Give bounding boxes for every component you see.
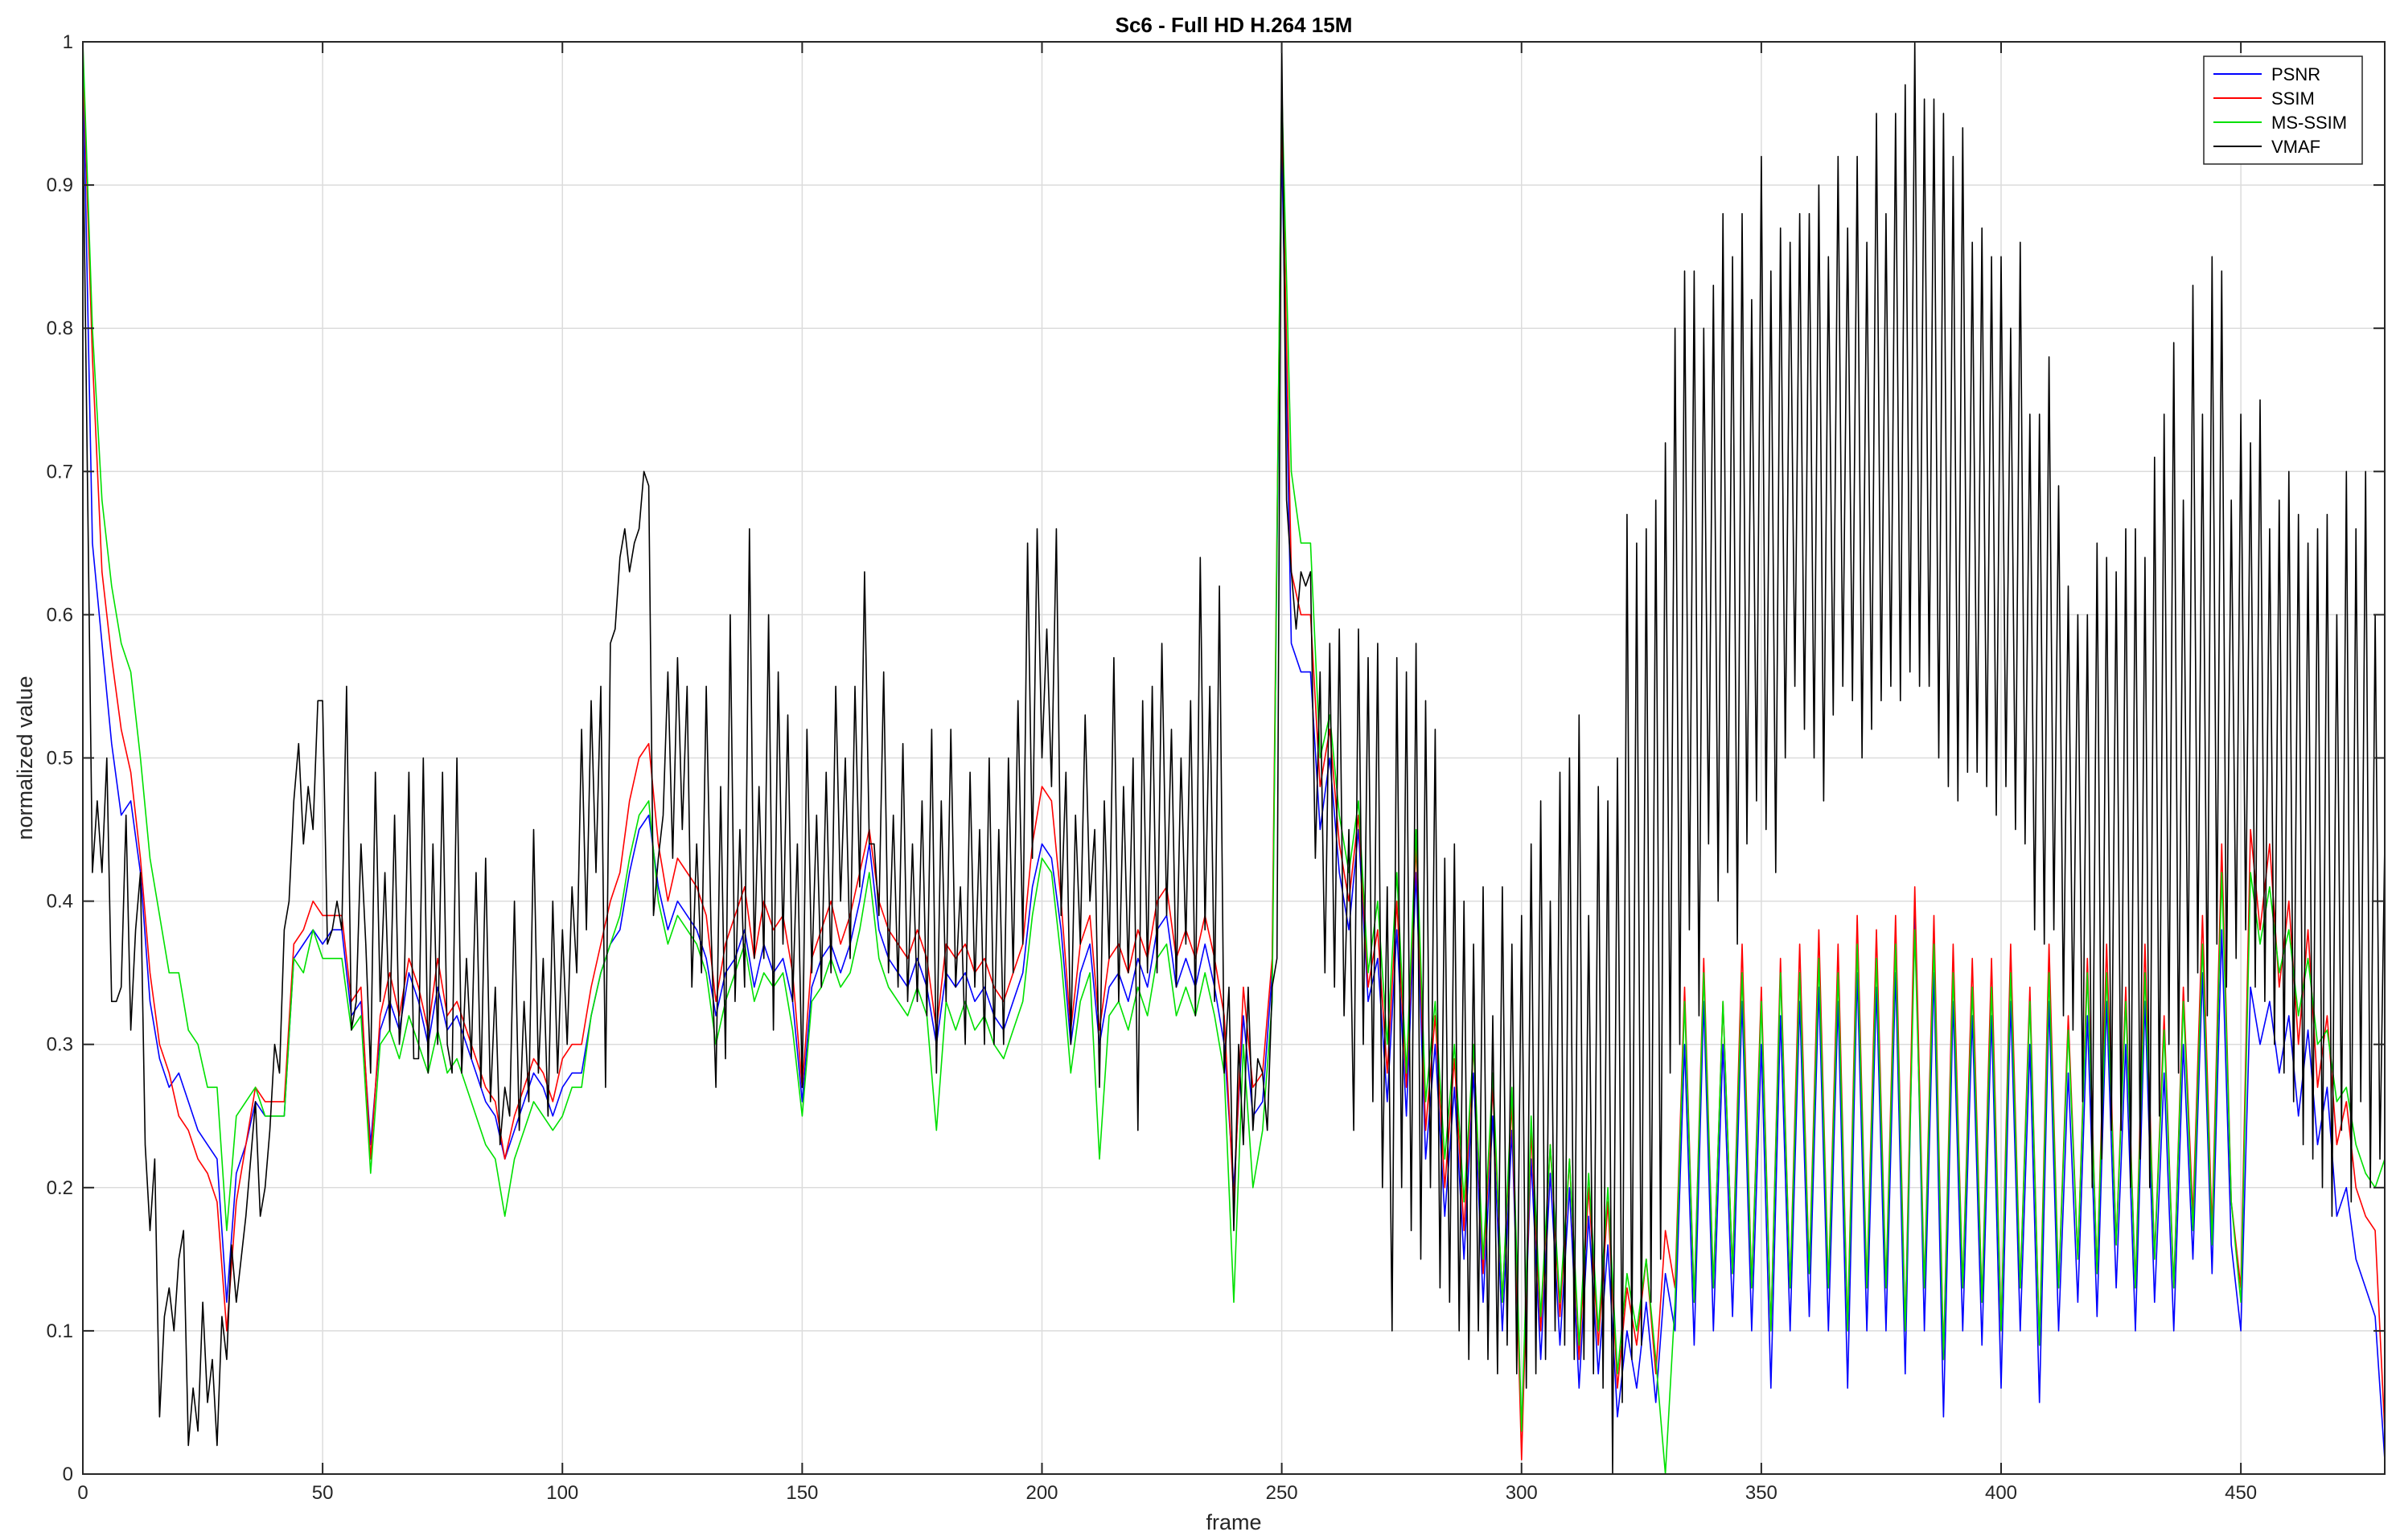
y-tick-label: 1 xyxy=(63,31,73,53)
legend-label: SSIM xyxy=(2271,88,2315,109)
x-tick-label: 450 xyxy=(2225,1482,2257,1504)
x-tick-label: 0 xyxy=(77,1482,88,1504)
y-tick-label: 0 xyxy=(63,1464,73,1485)
y-tick-label: 0.5 xyxy=(47,748,73,770)
axis-ticks: 0 50 100 150 200 250 300 350 400 450 0 0.1 0.2 0.3 0.4… xyxy=(47,31,2385,1504)
legend-label: PSNR xyxy=(2271,64,2320,84)
y-axis-label: normalized value xyxy=(13,676,37,840)
y-tick-label: 0.3 xyxy=(47,1034,73,1056)
legend: PSNR SSIM MS-SSIM VMAF xyxy=(2203,55,2363,165)
x-tick-label: 200 xyxy=(1025,1482,1058,1504)
x-axis-label: frame xyxy=(1206,1510,1261,1534)
legend-label: MS-SSIM xyxy=(2271,113,2347,133)
series-lines xyxy=(82,41,2386,1475)
legend-label: VMAF xyxy=(2271,137,2320,157)
y-tick-label: 0.8 xyxy=(47,318,73,339)
x-tick-label: 250 xyxy=(1266,1482,1298,1504)
series-line-ms-ssim xyxy=(82,41,2386,1475)
y-tick-label: 0.6 xyxy=(47,604,73,626)
y-tick-label: 0.4 xyxy=(47,891,73,913)
x-tick-label: 350 xyxy=(1745,1482,1777,1504)
x-tick-label: 300 xyxy=(1506,1482,1538,1504)
x-tick-label: 400 xyxy=(1985,1482,2017,1504)
y-tick-label: 0.2 xyxy=(47,1177,73,1199)
chart-title: Sc6 - Full HD H.264 15M xyxy=(1116,13,1353,37)
series-line-vmaf xyxy=(82,41,2386,1475)
x-tick-label: 50 xyxy=(312,1482,334,1504)
x-tick-label: 100 xyxy=(546,1482,578,1504)
x-tick-label: 150 xyxy=(786,1482,818,1504)
y-tick-label: 0.7 xyxy=(47,461,73,483)
y-tick-label: 0.9 xyxy=(47,175,73,196)
y-tick-label: 0.1 xyxy=(47,1320,73,1342)
